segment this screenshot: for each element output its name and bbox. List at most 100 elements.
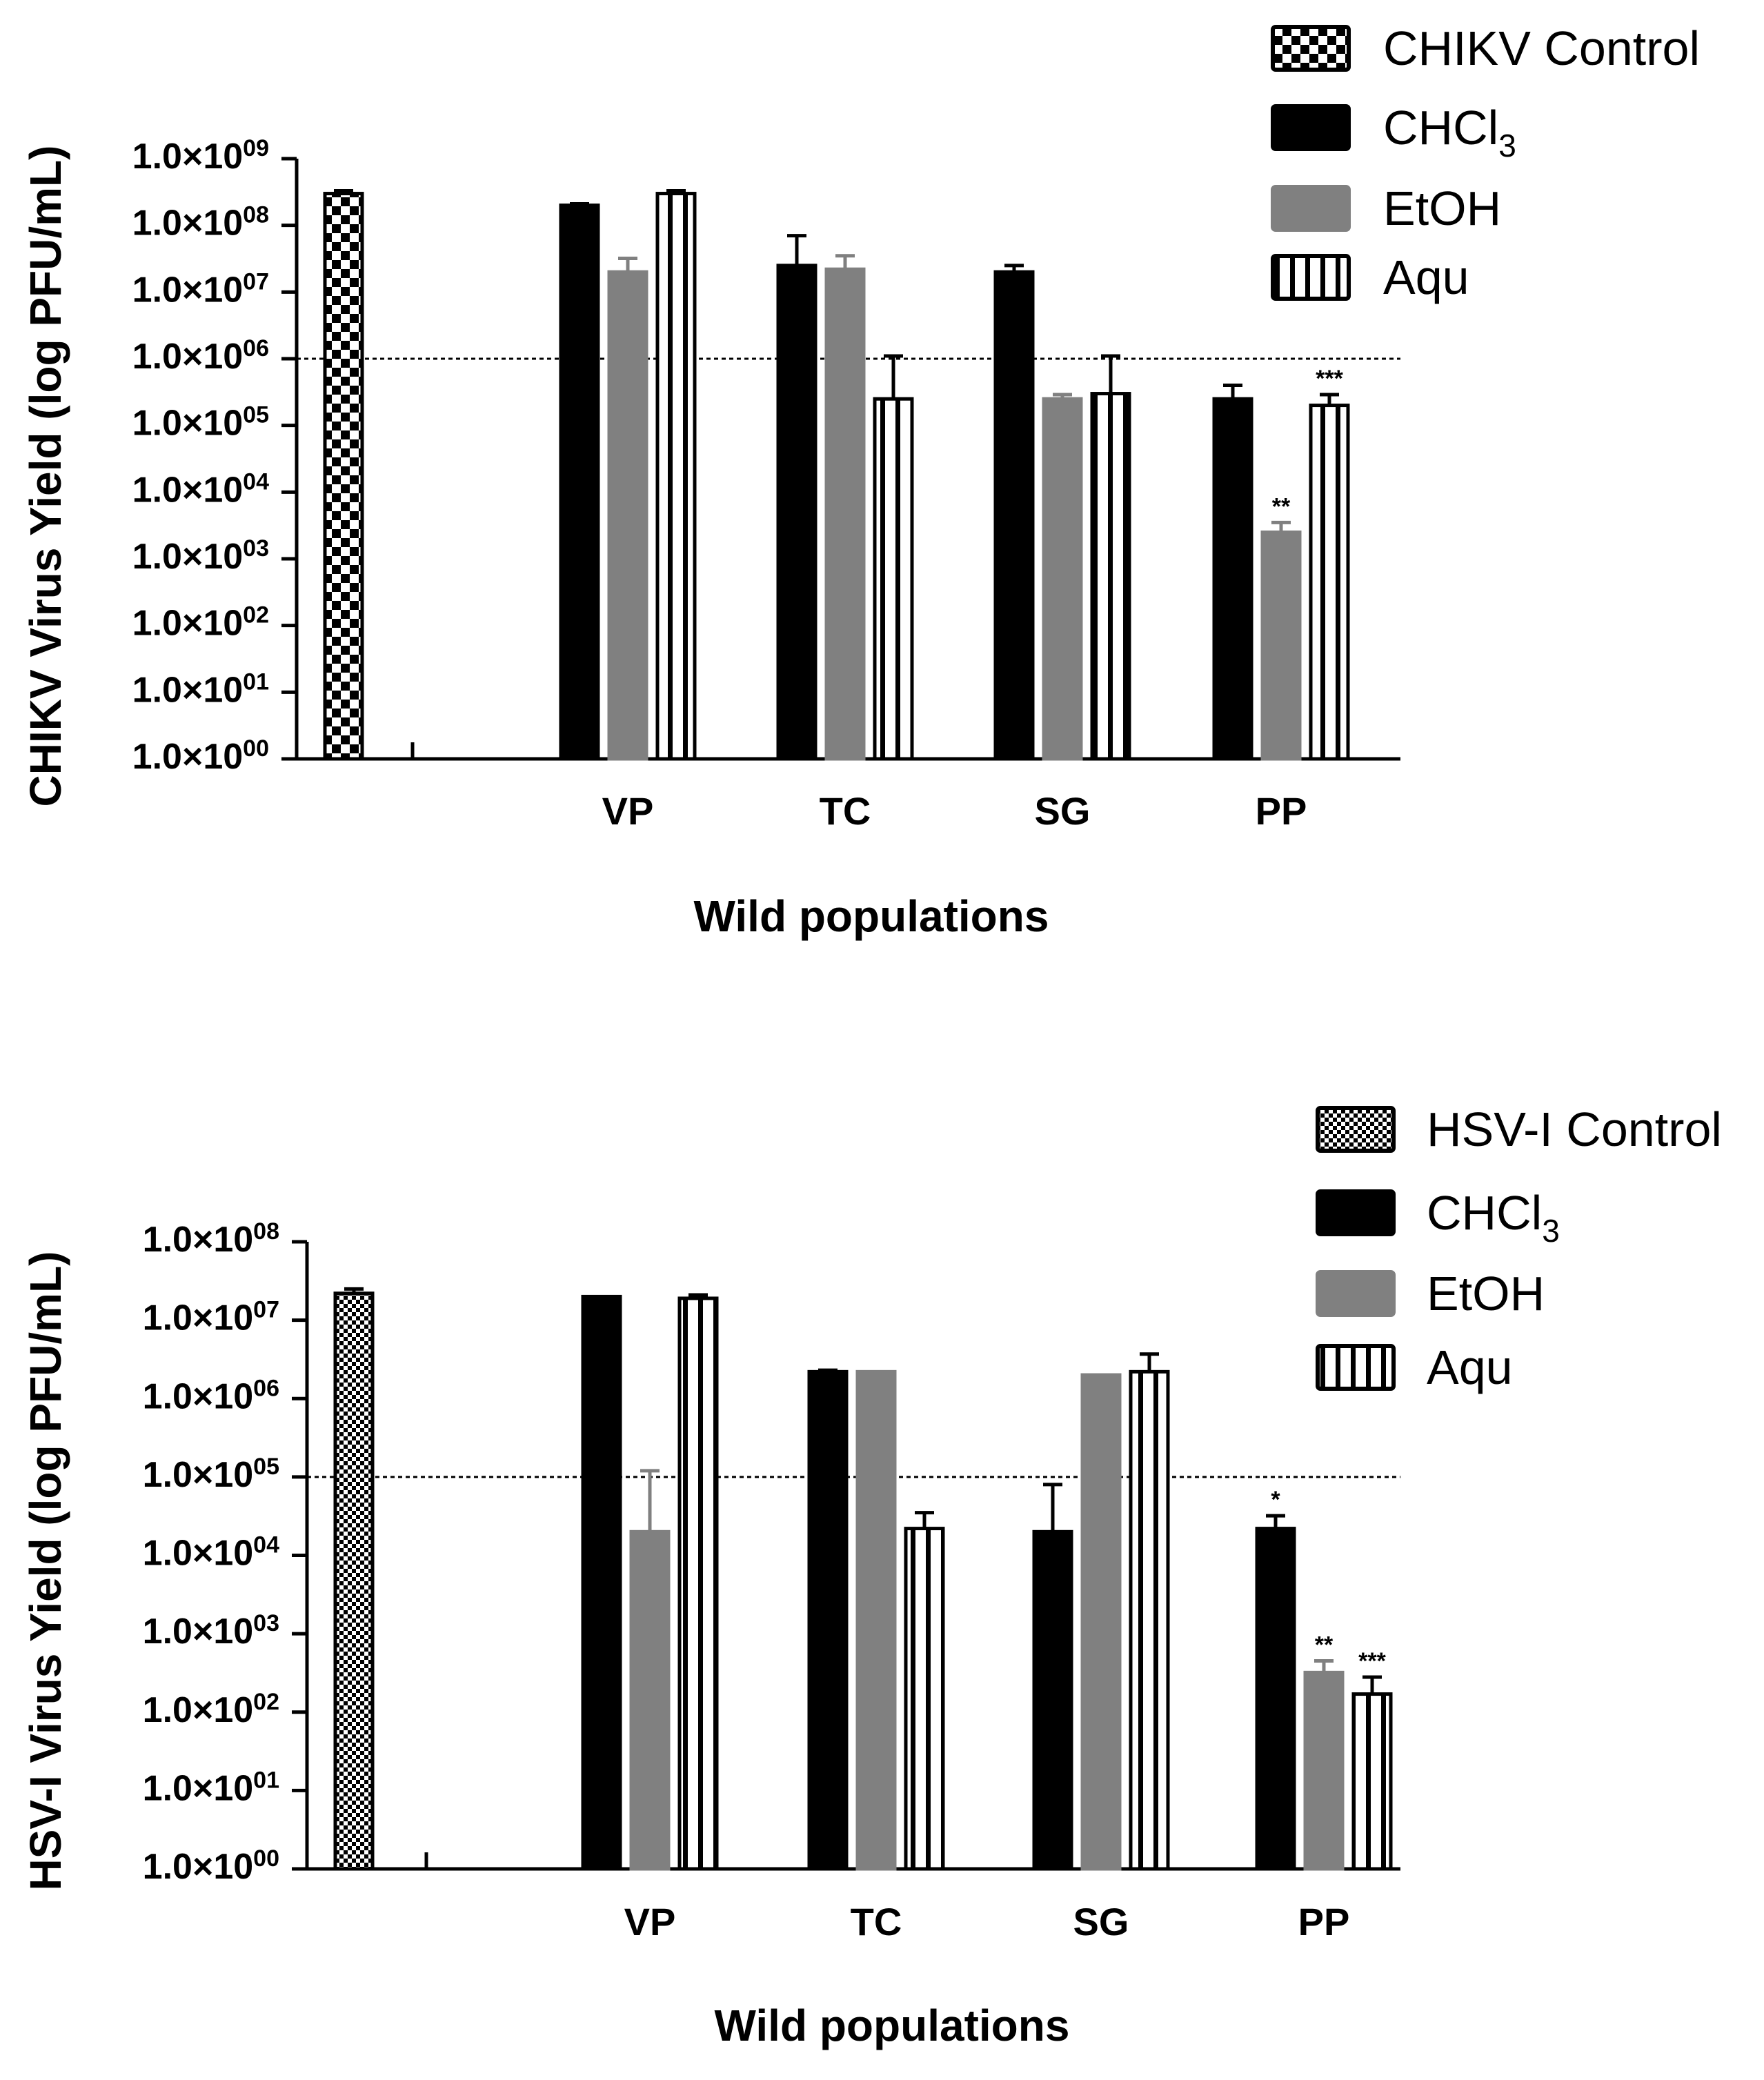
bar-chcl3-pp	[1212, 397, 1253, 761]
plot-area: VP TC SG******PP	[305, 1242, 1400, 1943]
significance-stars: ***	[1358, 1648, 1386, 1674]
y-tick-exponent: 08	[253, 1218, 279, 1245]
legend: HSV-I Control CHCl3 EtOH Aqu	[1316, 1102, 1722, 1394]
y-tick-exponent: 01	[253, 1767, 279, 1793]
legend-label: HSV-I Control	[1427, 1102, 1722, 1156]
y-tick-label: 1.0×1000	[132, 735, 269, 777]
bar-aqu-sg	[1129, 1369, 1170, 1871]
legend-label: EtOH	[1427, 1267, 1545, 1320]
y-tick-label: 1.0×1008	[132, 202, 269, 244]
legend-label: CHCl3	[1383, 101, 1516, 164]
category-label-tc: TC	[820, 789, 871, 833]
y-tick-exponent: 04	[243, 468, 269, 495]
y-tick-label: 1.0×1001	[132, 668, 269, 710]
legend-swatch	[1316, 1270, 1396, 1317]
category-label-vp: VP	[624, 1900, 676, 1943]
y-tick-exponent: 08	[243, 202, 269, 228]
y-tick-exponent: 01	[243, 668, 269, 695]
bar-etoh-tc	[855, 1369, 897, 1871]
bar-aqu-sg	[1090, 392, 1131, 761]
legend-swatch	[1316, 1189, 1396, 1236]
hsv-chart: HSV-I Virus Yield (log PFU/mL) Wild popu…	[21, 1102, 1722, 2050]
bar-chcl3-tc	[776, 264, 817, 761]
x-axis-title: Wild populations	[694, 891, 1049, 941]
bar-chcl3-sg	[1032, 1529, 1073, 1871]
y-tick-exponent: 07	[253, 1297, 279, 1323]
bar-etoh-tc	[824, 267, 866, 761]
category-label-pp: PP	[1256, 789, 1307, 833]
category-label-sg: SG	[1073, 1900, 1129, 1943]
legend: CHIKV Control CHCl3 EtOH Aqu	[1271, 21, 1700, 304]
y-tick-label: 1.0×1003	[132, 535, 269, 577]
category-label-vp: VP	[602, 789, 654, 833]
legend-swatch	[1271, 104, 1351, 151]
legend-swatch	[1271, 25, 1351, 72]
y-tick-exponent: 00	[243, 735, 269, 762]
category-label-pp: PP	[1298, 1900, 1350, 1943]
category-label-sg: SG	[1035, 789, 1091, 833]
y-tick-exponent: 03	[243, 535, 269, 562]
bar-aqu-pp	[1351, 1692, 1393, 1871]
y-tick-exponent: 03	[253, 1610, 279, 1636]
y-tick-label: 1.0×1007	[143, 1297, 279, 1338]
y-ticks: 1.0×1000 1.0×1001 1.0×1002 1.0×1003 1.0×1004…	[132, 135, 297, 777]
legend-swatch	[1271, 185, 1351, 232]
bar-chcl3-sg	[993, 270, 1035, 761]
y-tick-label: 1.0×1005	[143, 1454, 279, 1495]
legend-label: CHCl3	[1427, 1186, 1560, 1249]
y-tick-label: 1.0×1002	[132, 602, 269, 644]
x-axis-title: Wild populations	[715, 2001, 1070, 2050]
y-tick-exponent: 04	[253, 1532, 279, 1558]
bar-chcl3-vp	[581, 1294, 622, 1871]
y-ticks: 1.0×1000 1.0×1001 1.0×1002 1.0×1003 1.0×1004…	[143, 1218, 307, 1887]
legend-label: Aqu	[1383, 250, 1469, 304]
y-tick-exponent: 00	[253, 1845, 279, 1872]
y-tick-label: 1.0×1008	[143, 1218, 279, 1260]
y-tick-exponent: 05	[243, 402, 269, 428]
y-tick-label: 1.0×1001	[143, 1767, 279, 1808]
legend-label: Aqu	[1427, 1340, 1513, 1394]
y-tick-exponent: 02	[253, 1689, 279, 1715]
y-tick-label: 1.0×1002	[143, 1689, 279, 1730]
legend-subscript: 3	[1498, 128, 1516, 164]
y-tick-exponent: 05	[253, 1454, 279, 1480]
y-tick-label: 1.0×1007	[132, 268, 269, 310]
bar-aqu-tc	[873, 397, 914, 761]
bar-aqu-vp	[677, 1296, 719, 1871]
bar-aqu-tc	[904, 1527, 945, 1871]
y-tick-label: 1.0×1006	[132, 335, 269, 377]
y-tick-exponent: 02	[243, 602, 269, 628]
bar-aqu-vp	[655, 192, 697, 761]
y-tick-label: 1.0×1005	[132, 402, 269, 444]
legend-subscript: 3	[1542, 1213, 1560, 1249]
bar-chcl3-pp	[1255, 1527, 1296, 1871]
significance-stars: *	[1271, 1487, 1280, 1513]
bar-etoh-sg	[1080, 1373, 1122, 1871]
y-tick-exponent: 06	[253, 1375, 279, 1401]
significance-stars: ***	[1316, 366, 1343, 392]
y-tick-label: 1.0×1004	[143, 1532, 279, 1574]
y-tick-label: 1.0×1004	[132, 468, 269, 510]
plot-area: VP TC SG*****PP	[295, 159, 1400, 833]
legend-label: EtOH	[1383, 181, 1501, 235]
bar-chcl3-vp	[559, 204, 600, 761]
bar-etoh-pp	[1260, 531, 1302, 761]
legend-swatch	[1271, 254, 1351, 301]
y-tick-exponent: 07	[243, 268, 269, 295]
chikv-chart: CHIKV Virus Yield (log PFU/mL) Wild popu…	[21, 21, 1700, 941]
y-tick-label: 1.0×1000	[143, 1845, 279, 1887]
legend-swatch	[1316, 1106, 1396, 1153]
category-label-tc: TC	[851, 1900, 902, 1943]
y-tick-exponent: 09	[243, 135, 269, 161]
y-tick-exponent: 06	[243, 335, 269, 361]
y-axis-title: HSV-I Virus Yield (log PFU/mL)	[21, 1251, 70, 1891]
bar-etoh-pp	[1303, 1670, 1345, 1871]
legend-swatch	[1316, 1344, 1396, 1391]
bar-chcl3-tc	[807, 1369, 849, 1871]
bar-etoh-vp	[629, 1529, 671, 1871]
y-tick-label: 1.0×1009	[132, 135, 269, 177]
bar-etoh-sg	[1042, 397, 1083, 761]
y-tick-label: 1.0×1003	[143, 1610, 279, 1652]
bar-control	[323, 192, 364, 761]
